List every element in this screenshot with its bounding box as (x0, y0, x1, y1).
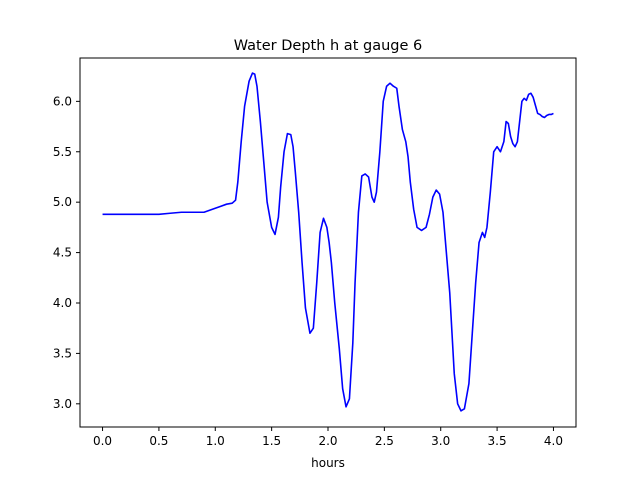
series-line-0 (102, 72, 554, 412)
x-axis: 0.0 0.5 1.0 1.5 2.0 2.5 3.0 3.5 4.0 (93, 427, 563, 448)
x-tick-label: 3.5 (488, 434, 507, 448)
x-tick-label: 1.5 (262, 434, 281, 448)
x-tick-label: 2.5 (375, 434, 394, 448)
x-tick-label: 1.0 (206, 434, 225, 448)
y-tick-label: 5.0 (53, 195, 72, 209)
y-tick-label: 3.0 (53, 397, 72, 411)
y-tick-label: 6.0 (53, 94, 72, 108)
y-tick-label: 4.0 (53, 296, 72, 310)
x-tick-label: 0.0 (93, 434, 112, 448)
x-axis-label: hours (311, 456, 345, 470)
chart-title: Water Depth h at gauge 6 (234, 38, 422, 54)
y-tick-label: 3.5 (53, 346, 72, 360)
y-tick-label: 5.5 (53, 145, 72, 159)
x-tick-label: 4.0 (544, 434, 563, 448)
x-tick-label: 0.5 (149, 434, 168, 448)
x-tick-label: 3.0 (431, 434, 450, 448)
x-tick-label: 2.0 (318, 434, 337, 448)
y-tick-label: 4.5 (53, 246, 72, 260)
plot-area (102, 72, 554, 412)
y-axis: 3.0 3.5 4.0 4.5 5.0 5.5 6.0 (53, 94, 80, 411)
